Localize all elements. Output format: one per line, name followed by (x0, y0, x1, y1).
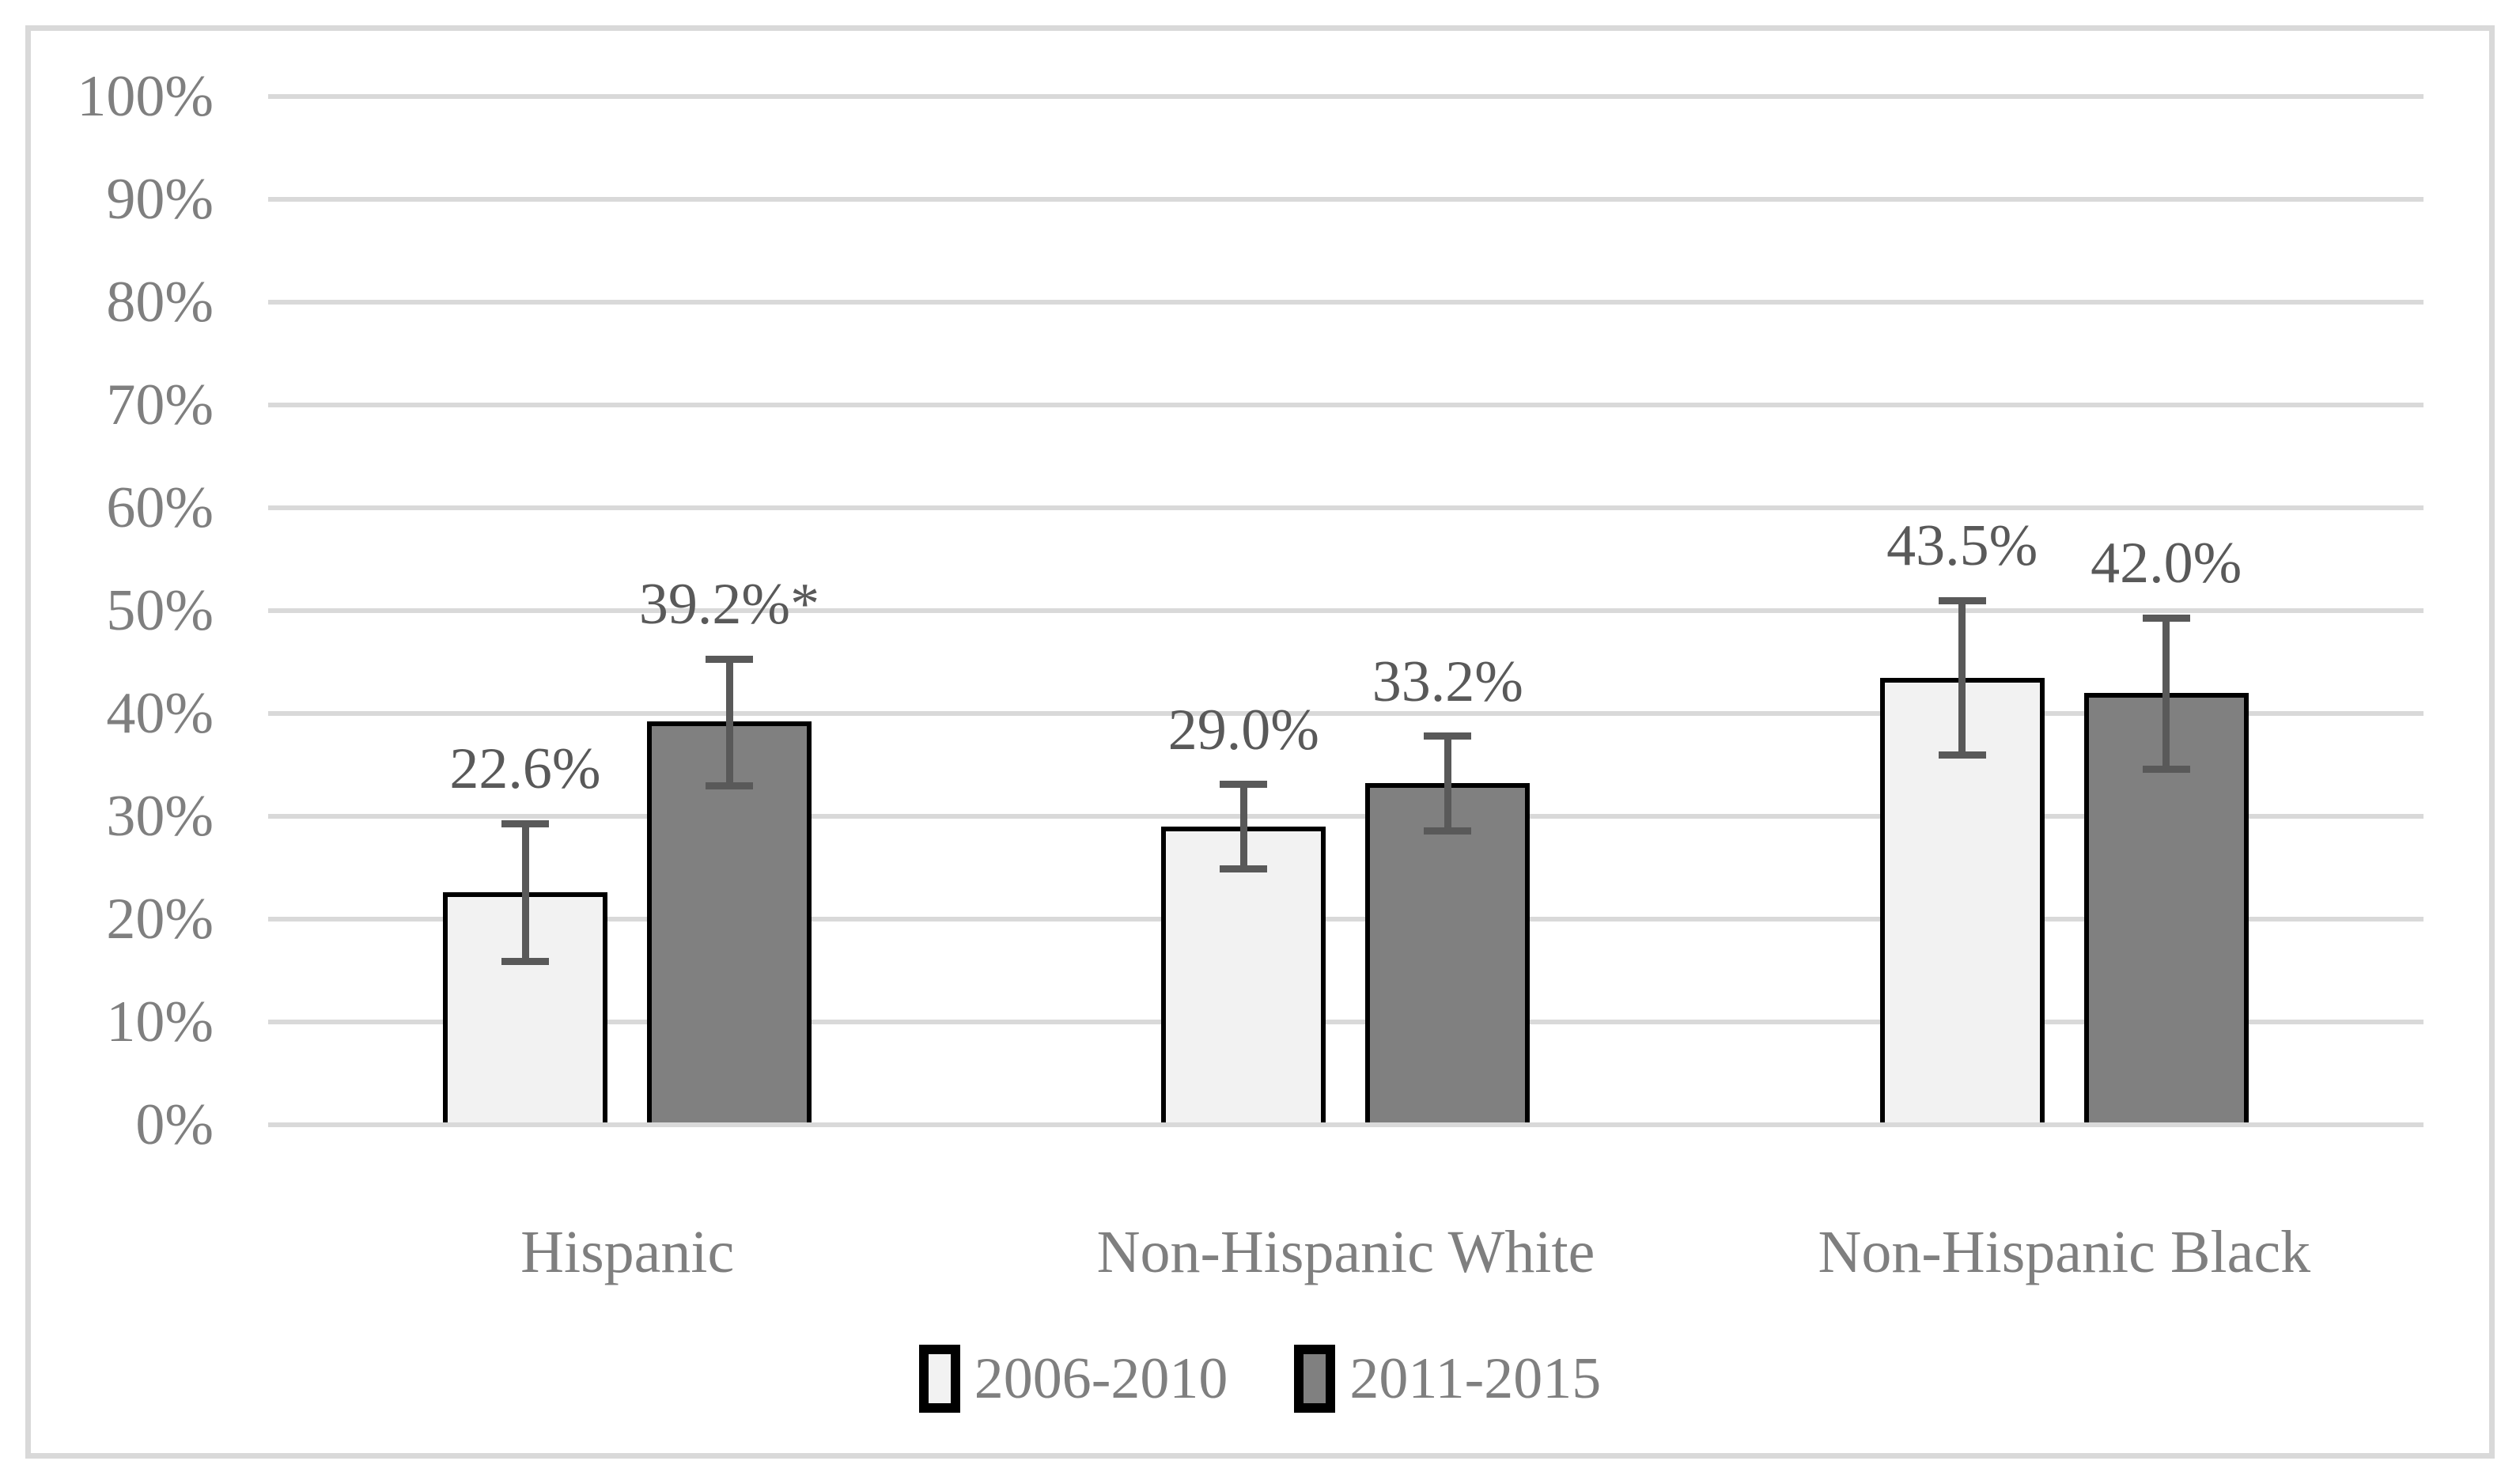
error-bar-cap-top (501, 819, 549, 827)
error-bar-cap-bottom (1220, 865, 1268, 872)
legend-label-2006-2010: 2006-2010 (974, 1346, 1228, 1411)
x-axis-category-label-non-hispanic-black: Non-Hispanic Black (1818, 1219, 2311, 1285)
legend-swatch-2006-2010-icon (918, 1345, 960, 1413)
error-bar-line (725, 659, 733, 785)
y-axis-tick-label: 20% (106, 887, 214, 952)
gridline (268, 403, 2424, 407)
error-bar-line (1444, 736, 1451, 831)
gridline (268, 917, 2424, 922)
error-bar-cap-top (706, 655, 753, 663)
gridline (268, 711, 2424, 716)
x-axis-category-label-non-hispanic-white: Non-Hispanic White (1096, 1219, 1595, 1285)
legend: 2006-2010 2011-2015 (0, 1345, 2520, 1413)
error-bar-cap-bottom (2142, 765, 2190, 773)
error-bar-line (1239, 784, 1247, 869)
data-label-2006-2010-non-hispanic-white: 29.0% (1167, 697, 1319, 763)
bar-2011-2015-non-hispanic-white (1365, 783, 1531, 1125)
gridline (268, 608, 2424, 613)
gridline (268, 197, 2424, 202)
gridline (268, 1020, 2424, 1024)
error-bar-cap-top (1220, 781, 1268, 789)
x-axis-category-label-hispanic: Hispanic (520, 1219, 735, 1285)
legend-label-2011-2015: 2011-2015 (1349, 1346, 1602, 1411)
legend-swatch-2011-2015-icon (1294, 1345, 1336, 1413)
y-axis-tick-label: 50% (106, 578, 214, 643)
y-axis-tick-label: 70% (106, 373, 214, 437)
y-axis-tick-label: 100% (77, 64, 214, 129)
y-axis-tick-label: 80% (106, 270, 214, 335)
error-bar-cap-top (1938, 596, 1986, 604)
error-bar-line (2162, 618, 2170, 770)
data-label-2011-2015-non-hispanic-white: 33.2% (1372, 649, 1523, 714)
y-axis-tick-label: 0% (135, 1092, 214, 1157)
data-label-2006-2010-hispanic: 22.6% (449, 736, 601, 802)
y-axis-tick-label: 30% (106, 784, 214, 849)
x-axis-baseline (268, 1122, 2424, 1127)
error-bar-cap-bottom (1424, 827, 1472, 835)
error-bar-cap-top (1424, 732, 1472, 740)
y-axis-tick-label: 60% (106, 475, 214, 540)
y-axis-tick-label: 40% (106, 681, 214, 746)
error-bar-cap-bottom (1938, 751, 1986, 759)
gridline (268, 505, 2424, 510)
legend-item-2011-2015: 2011-2015 (1294, 1345, 1601, 1413)
y-axis-tick-label: 10% (106, 990, 214, 1054)
gridline (268, 94, 2424, 99)
data-label-2011-2015-hispanic: 39.2%* (638, 572, 820, 638)
data-label-2011-2015-non-hispanic-black: 42.0% (2091, 531, 2242, 596)
y-axis-tick-label: 90% (106, 167, 214, 232)
error-bar-cap-top (2142, 614, 2190, 622)
legend-item-2006-2010: 2006-2010 (918, 1345, 1228, 1413)
error-bar-line (1958, 600, 1966, 755)
error-bar-line (521, 823, 529, 962)
plot-area: 22.6% 39.2%* 29.0% 33.2% 43.5% 42.0% (268, 94, 2424, 1127)
error-bar-cap-bottom (706, 782, 753, 789)
error-bar-cap-bottom (501, 957, 549, 965)
figure-border (25, 25, 2495, 1459)
gridline (268, 300, 2424, 305)
data-label-2006-2010-non-hispanic-black: 43.5% (1886, 513, 2038, 578)
gridline (268, 814, 2424, 819)
